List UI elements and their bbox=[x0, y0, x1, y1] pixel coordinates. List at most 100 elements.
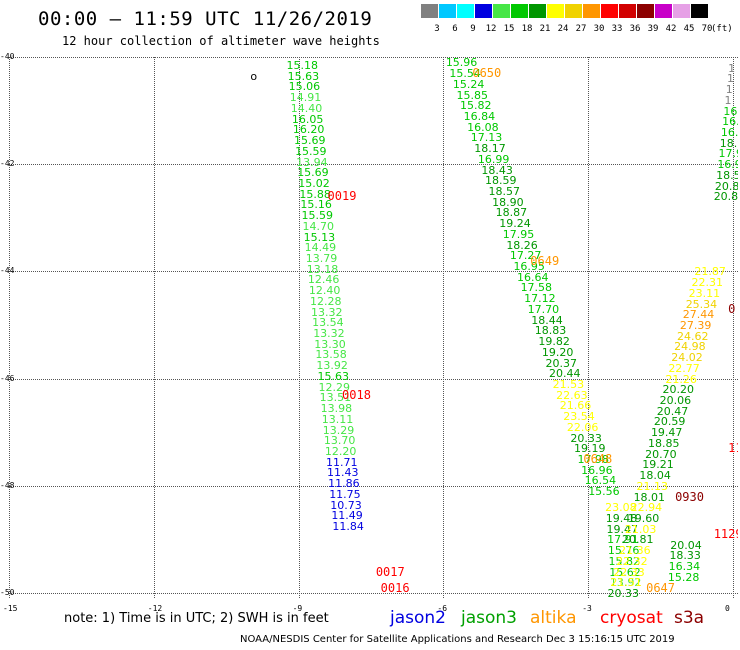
wave-height-value: 11.43 bbox=[327, 466, 359, 480]
latitude-tick-label: -44 bbox=[0, 266, 15, 276]
wave-height-value: 15.24 bbox=[452, 77, 485, 91]
color-scale-label: 18 bbox=[521, 24, 533, 34]
pass-time-label: 0017 bbox=[375, 564, 405, 579]
wave-height-value: 13.51 bbox=[319, 391, 352, 405]
wave-height-value: 19.20 bbox=[541, 345, 574, 359]
wave-height-value: 17.13 bbox=[470, 131, 503, 145]
wave-height-value: 27.44 bbox=[682, 308, 715, 322]
color-scale-label: 36 bbox=[629, 24, 641, 34]
longitude-tick-label: -9 bbox=[292, 604, 303, 613]
latitude-gridline bbox=[9, 485, 738, 487]
wave-height-value: 25.34 bbox=[685, 297, 718, 311]
color-scale-label: 27 bbox=[575, 24, 587, 34]
wave-height-value: 15.13 bbox=[303, 230, 336, 244]
wave-height-value: 14.70 bbox=[302, 219, 335, 233]
wave-height-value: 13.92 bbox=[316, 359, 348, 373]
legend-jason3: jason3 bbox=[461, 608, 517, 628]
wave-height-value: 27.39 bbox=[679, 319, 712, 332]
color-scale-label: 33 bbox=[611, 24, 623, 34]
wave-height-value: 17.27 bbox=[509, 249, 542, 263]
wave-height-value: 13.32 bbox=[311, 305, 343, 319]
wave-height-value: 22.77 bbox=[668, 361, 700, 375]
wave-height-value: 20.8 bbox=[713, 190, 738, 204]
wave-height-value: 12.20 bbox=[324, 444, 357, 458]
color-swatch-70 bbox=[691, 4, 708, 18]
wave-height-value: 15.06 bbox=[288, 80, 321, 94]
wave-height-value: 17.70 bbox=[527, 302, 560, 316]
color-scale-label: 30 bbox=[593, 24, 605, 34]
wave-height-value: 13.98 bbox=[320, 402, 353, 416]
wave-height-value: 11.71 bbox=[325, 455, 358, 469]
wave-height-value: 19.19 bbox=[573, 442, 606, 456]
wave-height-value: 20.37 bbox=[545, 356, 577, 370]
wave-height-value: 17.95 bbox=[502, 227, 535, 241]
wave-height-value: 24.98 bbox=[674, 340, 706, 354]
wave-height-value: 13.70 bbox=[323, 434, 356, 448]
map-plot-area[interactable]: 15.18 15.63 15.06 14.91 14.40 16.05 16.20 15.69… bbox=[9, 57, 738, 598]
wave-height-value: 21.66 bbox=[559, 399, 592, 413]
wave-height-value: 15.69 bbox=[297, 166, 329, 180]
wave-height-value: 24.62 bbox=[677, 329, 709, 343]
wave-height-value: 19.82 bbox=[538, 335, 570, 349]
wave-height-value: 15.59 bbox=[295, 144, 327, 158]
wave-height-value: 12.40 bbox=[308, 284, 341, 298]
wave-height-value: 18.01 bbox=[633, 490, 666, 504]
wave-height-value: 22.94 bbox=[630, 501, 663, 515]
longitude-gridline bbox=[298, 57, 300, 598]
latitude-gridline bbox=[9, 378, 738, 380]
wave-height-value: 18.43 bbox=[481, 163, 513, 177]
color-swatch-36 bbox=[619, 4, 636, 18]
wave-height-value: 18.26 bbox=[506, 238, 538, 252]
wave-height-value: 23.54 bbox=[563, 410, 595, 424]
wave-height-value: 13.54 bbox=[312, 316, 344, 330]
pass-time-label: 1129 bbox=[713, 527, 738, 542]
wave-height-value: 13.79 bbox=[305, 252, 338, 265]
color-swatch-24 bbox=[547, 4, 564, 18]
latitude-gridline bbox=[9, 593, 738, 594]
pass-time-label: 0016 bbox=[380, 580, 410, 595]
color-swatch-45 bbox=[673, 4, 690, 18]
wave-height-value: 18.5 bbox=[716, 168, 738, 182]
wave-height-value: 11.49 bbox=[331, 509, 363, 523]
wave-height-value: 17.98 bbox=[577, 453, 610, 466]
wave-height-value: 13.11 bbox=[321, 412, 354, 426]
pass-time-label: 0649 bbox=[530, 253, 560, 268]
wave-height-value: 15.82 bbox=[460, 99, 492, 113]
wave-height-value: 1 bbox=[724, 93, 732, 107]
wave-height-value: 19.24 bbox=[499, 217, 531, 231]
pass-time-label: 0 bbox=[728, 301, 736, 316]
wave-height-value: 18.85 bbox=[648, 436, 680, 450]
color-scale-label: 15 bbox=[503, 24, 515, 34]
wave-height-value: 24.02 bbox=[671, 351, 703, 365]
wave-height-value: 16.34 bbox=[668, 560, 701, 574]
wave-height-value: 17.91 bbox=[607, 533, 639, 547]
wave-height-value: 15.56 bbox=[588, 485, 620, 499]
wave-height-value: 21.36 bbox=[619, 544, 651, 558]
pass-time-label: 0019 bbox=[327, 189, 357, 204]
color-scale-label: 9 bbox=[470, 24, 476, 34]
wave-height-value: 18.17 bbox=[474, 142, 506, 156]
longitude-gridline bbox=[588, 57, 590, 598]
wave-height-value: 23.08 bbox=[605, 501, 637, 515]
wave-height-value: 14.49 bbox=[304, 241, 337, 255]
wave-height-value: 22.06 bbox=[566, 420, 599, 434]
latitude-gridline bbox=[9, 57, 738, 58]
latitude-tick-label: -50 bbox=[0, 588, 15, 597]
wave-height-value: 13.94 bbox=[296, 155, 328, 169]
wave-height-value: 15.18 bbox=[286, 59, 319, 73]
wave-height-value: 20.33 bbox=[570, 431, 602, 445]
pass-time-label: 0647 bbox=[646, 580, 676, 595]
wave-height-value: 15.96 bbox=[445, 57, 478, 70]
wave-height-value: 14.91 bbox=[289, 91, 322, 105]
longitude-gridline bbox=[153, 57, 155, 598]
wave-height-value: 13.58 bbox=[315, 348, 347, 362]
pass-time-label: 0648 bbox=[583, 452, 613, 466]
wave-height-value: 22.32 bbox=[616, 554, 648, 568]
wave-height-value: 21.03 bbox=[624, 522, 657, 536]
wave-height-value: 15.63 bbox=[317, 369, 349, 383]
wave-height-value: 12.28 bbox=[309, 294, 342, 308]
wave-height-value: 12.46 bbox=[307, 273, 340, 287]
wave-height-value: 20.47 bbox=[656, 404, 689, 418]
wave-height-value: 20.8 bbox=[714, 179, 738, 193]
